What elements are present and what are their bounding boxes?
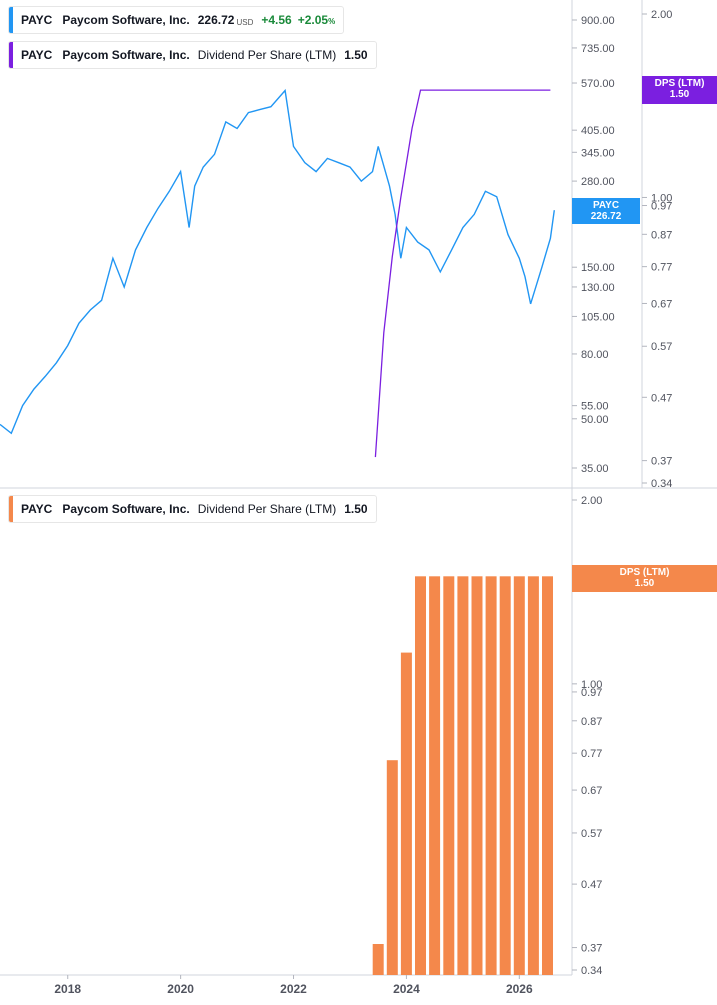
price-axis: 900.00 735.00 570.00 405.00 345.00 280.00 150.… (572, 15, 615, 475)
bar-axis-label: 0.37 (581, 943, 602, 955)
dps-line-legend-swatch (9, 42, 13, 68)
dps-bar-legend[interactable]: PAYC Paycom Software, Inc. Dividend Per … (8, 495, 377, 523)
dps-line-tag-value: 1.50 (669, 89, 690, 100)
legend-company: Paycom Software, Inc. (62, 13, 190, 27)
dps-axis-label: 2.00 (651, 9, 672, 21)
dps-axis-label: 1.00 (651, 192, 672, 204)
price-axis-label: 570.00 (581, 78, 615, 90)
price-axis-label: 405.00 (581, 125, 615, 137)
legend-company: Paycom Software, Inc. (62, 48, 190, 62)
price-legend-swatch (9, 7, 13, 33)
legend-ticker: PAYC (21, 13, 53, 27)
price-tag-value: 226.72 (590, 211, 622, 222)
legend-unit: USD (236, 17, 254, 27)
dps-bar (499, 576, 511, 975)
bar-axis-label: 2.00 (581, 495, 602, 507)
x-axis-label: 2018 (54, 982, 81, 996)
dps-line-tag-label: DPS (LTM) (654, 78, 705, 89)
dps-bar (471, 576, 483, 975)
dps-bar (443, 576, 455, 975)
x-axis-label: 2022 (280, 982, 307, 996)
price-tag: PAYC 226.72 (572, 198, 640, 224)
dps-axis-label: 0.37 (651, 456, 672, 468)
dps-bar-series (372, 576, 553, 975)
dps-line-series (374, 89, 551, 458)
dps-bar-tag: DPS (LTM) 1.50 (572, 565, 717, 592)
dps-axis-label: 0.34 (651, 478, 672, 490)
dps-bar (415, 576, 426, 975)
legend-ticker: PAYC (21, 48, 53, 62)
price-tag-ticker: PAYC (592, 200, 620, 211)
x-axis-label: 2020 (167, 982, 194, 996)
dps-bar (386, 760, 398, 975)
legend-pct-sign: % (328, 17, 336, 26)
dps-bar (513, 576, 525, 975)
bar-axis-label: 0.87 (581, 716, 602, 728)
bar-axis-label: 0.67 (581, 785, 602, 797)
price-axis-label: 105.00 (581, 311, 615, 323)
dps-axis-label: 0.77 (651, 262, 672, 274)
legend-price: 226.72 (197, 13, 235, 27)
price-axis-label: 55.00 (581, 401, 609, 413)
x-axis: 2018 2020 2022 2024 2026 (54, 975, 533, 996)
legend-company: Paycom Software, Inc. (62, 502, 190, 516)
price-axis-label: 280.00 (581, 176, 615, 188)
dps-bar (542, 576, 553, 975)
price-axis-label: 35.00 (581, 463, 609, 475)
bar-axis-label: 0.47 (581, 879, 602, 891)
price-axis-label: 50.00 (581, 414, 609, 426)
dps-bar (372, 944, 384, 975)
dps-axis-label: 0.87 (651, 229, 672, 241)
dps-axis-label: 0.47 (651, 392, 672, 404)
bar-axis-label: 0.97 (581, 687, 602, 699)
price-axis-label: 150.00 (581, 262, 615, 274)
bar-axis-label: 0.34 (581, 965, 602, 977)
price-axis-label: 900.00 (581, 15, 615, 27)
price-axis-label: 80.00 (581, 349, 609, 361)
price-line (0, 88, 555, 435)
legend-change-pct: +2.05% (298, 13, 336, 27)
legend-change: +4.56 (261, 13, 292, 27)
dps-line-legend[interactable]: PAYC Paycom Software, Inc. Dividend Per … (8, 41, 377, 69)
legend-value: 1.50 (344, 48, 368, 62)
dps-bar (400, 652, 412, 975)
legend-metric: Dividend Per Share (LTM) (197, 48, 337, 62)
x-axis-label: 2024 (393, 982, 420, 996)
dps-axis: 2.00 1.000.97 0.87 0.77 0.67 0.57 0.47 0.37 0.34 (642, 9, 672, 490)
legend-ticker: PAYC (21, 502, 53, 516)
price-axis-label: 735.00 (581, 43, 615, 55)
price-series (0, 88, 555, 435)
x-axis-label: 2026 (506, 982, 533, 996)
dps-line (374, 89, 551, 458)
dps-bar (485, 576, 497, 975)
dps-bar-tag-value: 1.50 (634, 578, 655, 589)
dps-line-tag: DPS (LTM) 1.50 (642, 76, 717, 104)
legend-change-pct-value: +2.05 (297, 13, 329, 27)
legend-metric: Dividend Per Share (LTM) (197, 502, 337, 516)
dps-bar-legend-swatch (9, 496, 13, 522)
bar-axis: 2.00 1.000.97 0.87 0.77 0.67 0.57 0.47 0.37 0.34 (572, 495, 602, 977)
bar-axis-label: 1.00 (581, 679, 602, 691)
bar-axis-label: 0.77 (581, 748, 602, 760)
legend-value: 1.50 (344, 502, 368, 516)
dps-bar (429, 576, 441, 975)
dps-bar-tag-label: DPS (LTM) (619, 567, 670, 578)
bar-axis-label: 0.57 (581, 828, 602, 840)
dps-axis-label: 0.67 (651, 298, 672, 310)
price-axis-label: 345.00 (581, 147, 615, 159)
dps-axis-label: 0.57 (651, 341, 672, 353)
price-axis-label: 130.00 (581, 282, 615, 294)
dps-bar (457, 576, 469, 975)
dps-axis-label: 0.97 (651, 201, 672, 213)
price-legend[interactable]: PAYC Paycom Software, Inc. 226.72 USD +4… (8, 6, 345, 34)
chart-frame (0, 0, 717, 976)
dps-bar (527, 576, 539, 975)
